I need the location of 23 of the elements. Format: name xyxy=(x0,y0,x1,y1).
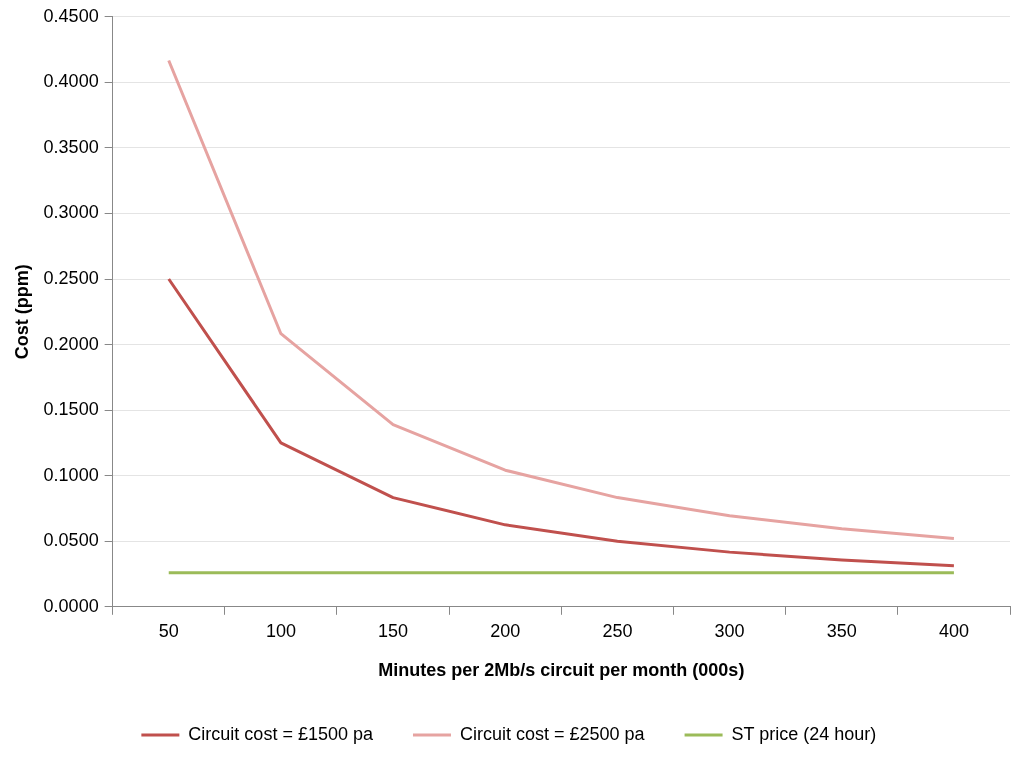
x-axis-title: Minutes per 2Mb/s circuit per month (000s) xyxy=(378,660,745,681)
y-tick-label: 0.3500 xyxy=(43,136,99,157)
legend-label: Circuit cost = £2500 pa xyxy=(459,723,646,744)
y-tick-label: 0.1500 xyxy=(43,399,99,420)
x-tick-label: 250 xyxy=(602,620,633,641)
legend-label: ST price (24 hour) xyxy=(731,723,877,744)
y-tick-label: 0.0000 xyxy=(43,595,99,616)
x-tick-label: 200 xyxy=(490,620,521,641)
y-tick-label: 0.2000 xyxy=(43,333,99,354)
legend-label: Circuit cost = £1500 pa xyxy=(188,723,374,744)
x-tick-label: 300 xyxy=(714,620,745,641)
y-tick-label: 0.4500 xyxy=(43,5,99,26)
y-tick-label: 0.1000 xyxy=(43,464,99,485)
x-tick-label: 400 xyxy=(938,620,969,641)
y-tick-label: 0.4000 xyxy=(43,71,99,92)
y-tick-label: 0.2500 xyxy=(43,267,99,288)
x-tick-label: 50 xyxy=(158,620,179,641)
y-tick-label: 0.3000 xyxy=(43,202,99,223)
x-tick-label: 150 xyxy=(378,620,409,641)
y-tick-label: 0.0500 xyxy=(43,530,99,551)
x-tick-label: 100 xyxy=(265,620,296,641)
y-axis-title: Cost (ppm) xyxy=(11,264,32,360)
x-tick-label: 350 xyxy=(826,620,857,641)
